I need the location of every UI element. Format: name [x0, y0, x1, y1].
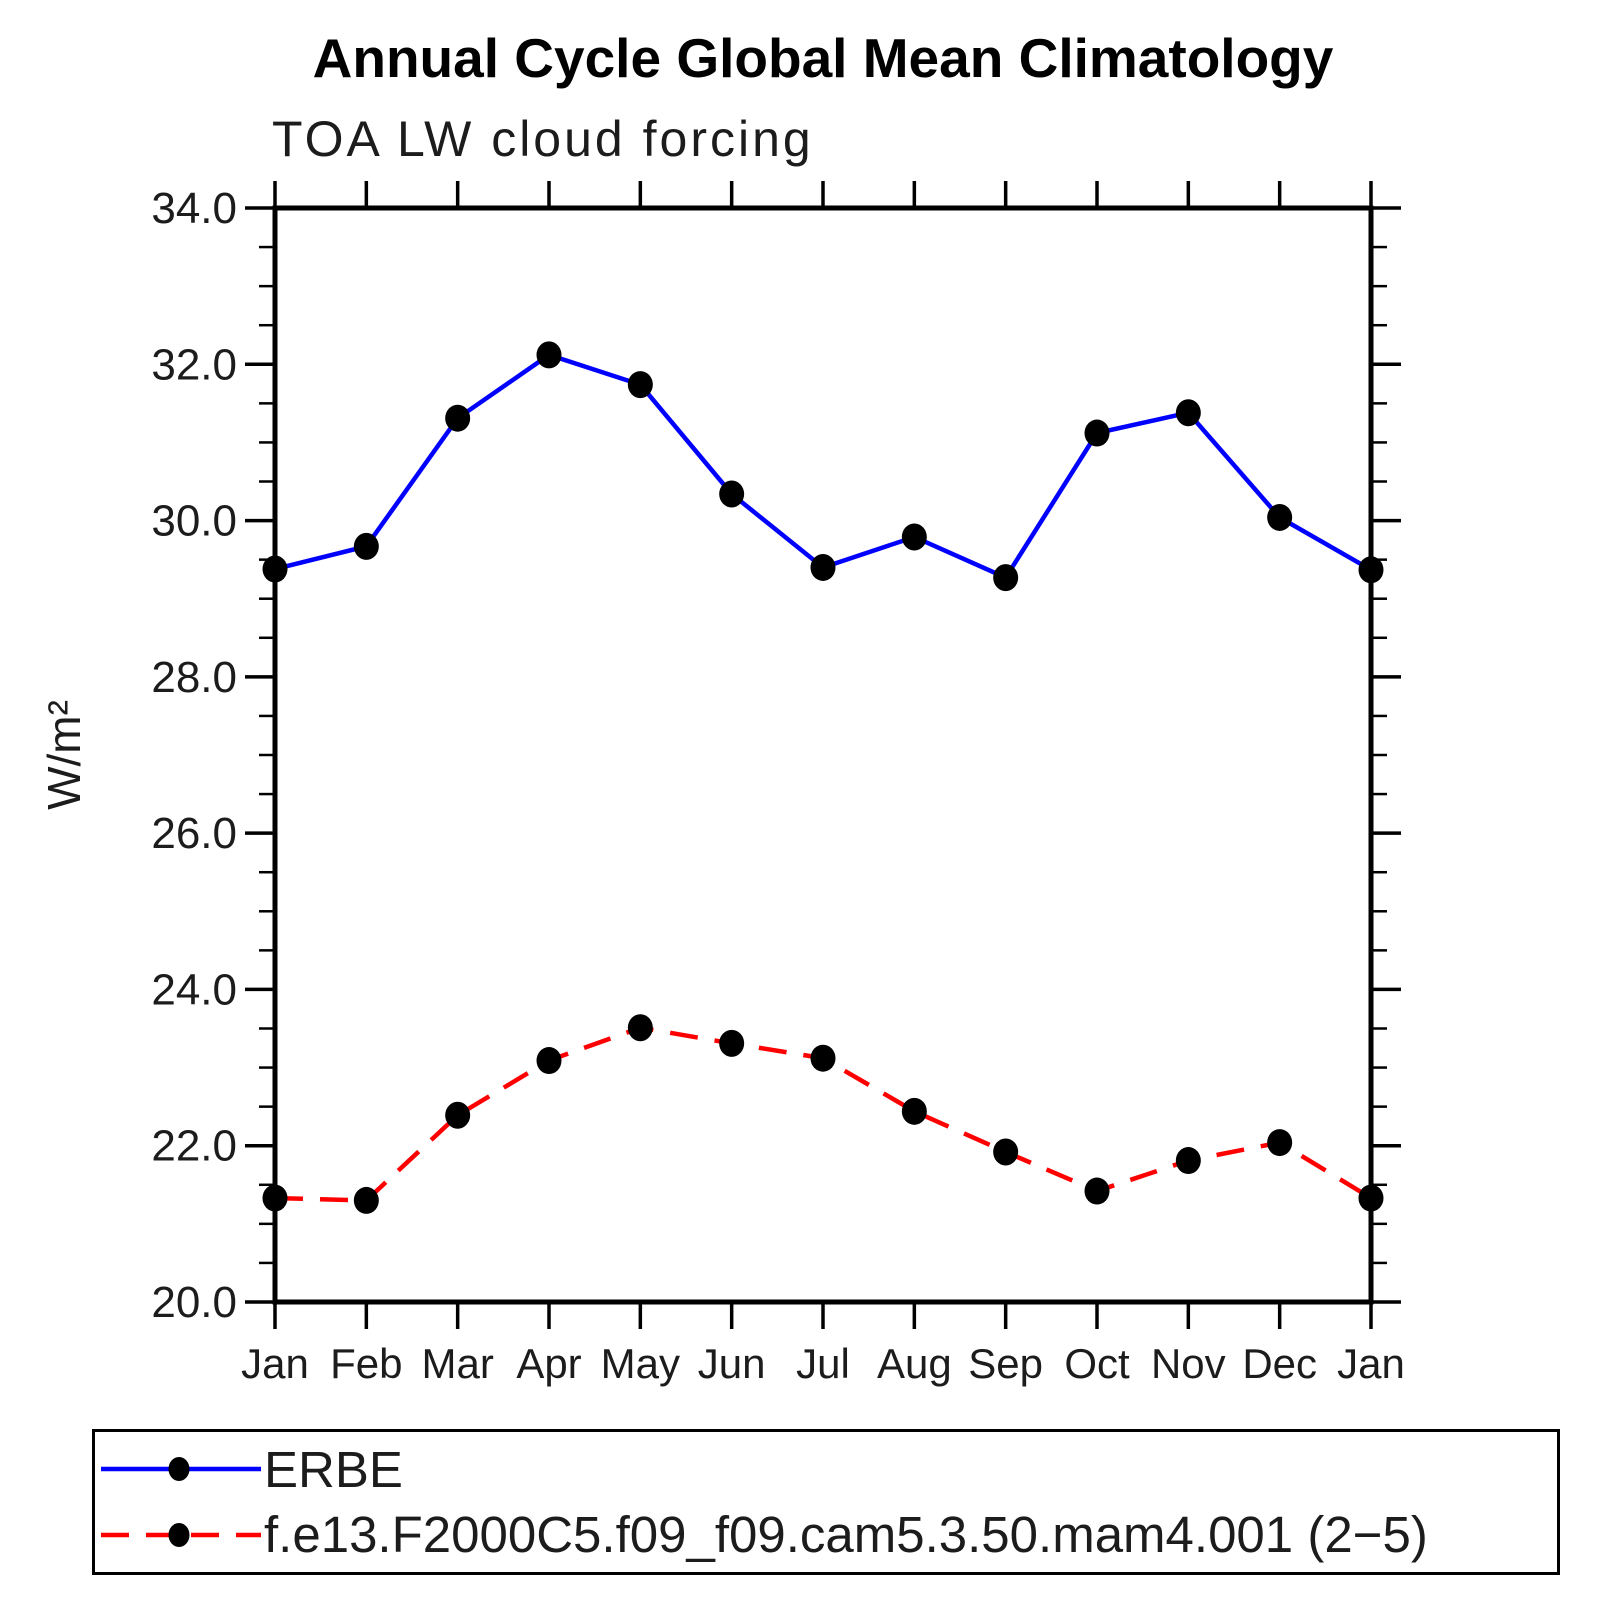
y-axis-tick-label: 24.0 — [151, 965, 237, 1014]
x-axis-tick-label: Oct — [1064, 1340, 1130, 1387]
data-point-marker — [1358, 1184, 1384, 1212]
legend-line-sample-dashed — [101, 1522, 261, 1547]
legend-entry-model: f.e13.F2000C5.f09_f09.cam5.3.50.mam4.001… — [98, 1507, 1557, 1563]
chart-subtitle: TOA LW cloud forcing — [272, 111, 814, 167]
x-axis-tick-label: Mar — [421, 1340, 493, 1387]
x-axis-tick-label: Aug — [877, 1340, 952, 1387]
data-point-marker — [262, 555, 288, 583]
legend-entry-erbe: ERBE — [98, 1441, 1557, 1497]
data-point-marker — [262, 1184, 288, 1212]
data-point-marker — [627, 371, 653, 399]
data-point-marker — [627, 1014, 653, 1042]
data-point-marker — [1084, 419, 1110, 447]
x-axis-tick-label: Jun — [698, 1340, 766, 1387]
y-axis-tick-label: 22.0 — [151, 1122, 237, 1171]
x-axis-tick-label: Sep — [968, 1340, 1043, 1387]
data-point-marker — [901, 1097, 927, 1125]
plot-frame — [272, 205, 1374, 1305]
x-axis-tick-label: Feb — [330, 1340, 402, 1387]
data-point-marker — [353, 532, 379, 560]
series-line-erbe — [274, 352, 1373, 581]
data-point-marker — [719, 480, 745, 508]
legend-marker-dot — [168, 1522, 190, 1547]
x-axis-tick-label: May — [601, 1340, 680, 1387]
data-point-marker — [1358, 556, 1384, 584]
data-point-marker — [810, 1044, 836, 1072]
y-axis-tick-label: 20.0 — [151, 1278, 237, 1327]
data-point-marker — [445, 1101, 471, 1129]
x-axis-tick-label: Dec — [1242, 1340, 1317, 1387]
data-point-marker — [1084, 1177, 1110, 1205]
x-axis-tick-label: Nov — [1151, 1340, 1226, 1387]
x-axis-tick-label: Jan — [1337, 1340, 1405, 1387]
data-point-marker — [445, 404, 471, 432]
data-point-marker — [1267, 503, 1293, 531]
plot-area: 20.0 22.0 24.0 26.0 28.0 30.0 32.0 34.0 Jan Feb Ma… — [38, 181, 1405, 1387]
legend-box: ERBE f.e13.F2000C5.f09_f09.cam5.3.50.mam… — [92, 1429, 1560, 1575]
data-point-marker — [1175, 1147, 1201, 1175]
data-point-marker — [810, 553, 836, 581]
legend-line-sample-solid — [101, 1457, 261, 1482]
data-point-marker — [993, 1138, 1019, 1166]
legend-label-erbe: ERBE — [264, 1440, 403, 1498]
x-axis-tick-label: Jan — [241, 1340, 309, 1387]
y-axis-title: W/m² — [38, 700, 90, 810]
data-point-marker — [1175, 399, 1201, 427]
x-axis-tick-label: Apr — [516, 1340, 581, 1387]
legend-label-model: f.e13.F2000C5.f09_f09.cam5.3.50.mam4.001… — [264, 1506, 1428, 1564]
data-point-marker — [536, 1047, 562, 1075]
y-axis-tick-label: 32.0 — [151, 340, 237, 389]
data-point-marker — [1267, 1129, 1293, 1157]
y-axis-tick-label: 26.0 — [151, 809, 237, 858]
x-axis-tick-label: Jul — [796, 1340, 850, 1387]
data-point-marker — [901, 523, 927, 551]
data-point-marker — [993, 564, 1019, 592]
data-point-marker — [719, 1029, 745, 1057]
y-axis-tick-label: 34.0 — [151, 184, 237, 233]
chart-title: Annual Cycle Global Mean Climatology — [312, 27, 1334, 89]
legend-marker-dot — [168, 1457, 190, 1482]
y-axis-tick-label: 28.0 — [151, 653, 237, 702]
data-point-marker — [353, 1186, 379, 1214]
y-axis-tick-label: 30.0 — [151, 497, 237, 546]
data-point-marker — [536, 341, 562, 369]
